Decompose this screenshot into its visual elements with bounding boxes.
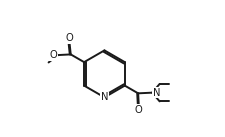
- Text: N: N: [153, 88, 160, 98]
- Text: N: N: [101, 92, 108, 102]
- Text: O: O: [135, 105, 143, 115]
- Text: O: O: [50, 50, 57, 60]
- Text: O: O: [65, 33, 73, 43]
